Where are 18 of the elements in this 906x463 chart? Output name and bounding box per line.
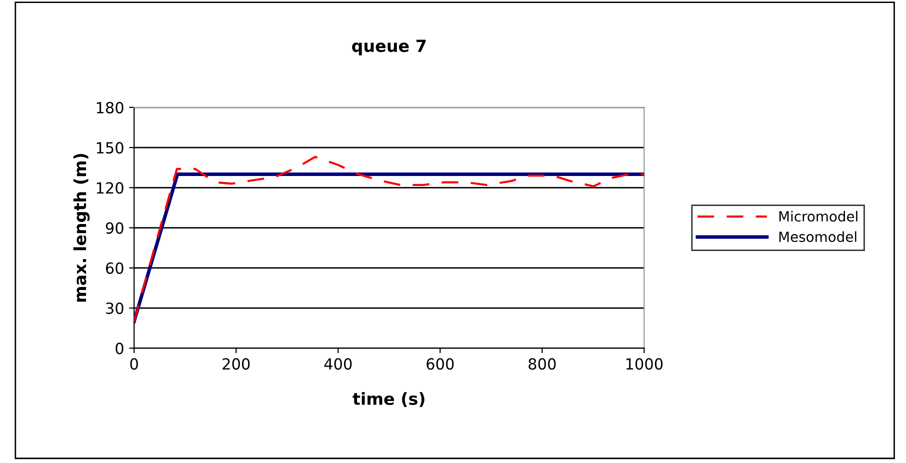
y-tick-label: 30 [106, 302, 124, 314]
y-tick-label: 0 [116, 342, 124, 354]
y-tick-label: 150 [96, 142, 124, 154]
legend-label: Mesomodel [779, 231, 856, 242]
y-axis-title: max. length (m) [73, 154, 90, 302]
x-tick-label: 800 [528, 358, 556, 370]
x-tick-label: 200 [222, 358, 250, 370]
y-tick-label: 180 [96, 102, 124, 114]
x-axis-title: time (s) [352, 392, 424, 407]
chart-title: queue 7 [352, 40, 426, 56]
x-tick-label: 400 [324, 358, 352, 370]
y-tick-label: 120 [96, 182, 124, 194]
x-tick-label: 1000 [626, 358, 663, 370]
legend-label: Micromodel [779, 210, 858, 222]
x-tick-label: 0 [130, 358, 138, 370]
y-tick-label: 90 [106, 222, 124, 234]
y-tick-label: 60 [106, 262, 124, 274]
x-tick-label: 600 [426, 358, 454, 370]
